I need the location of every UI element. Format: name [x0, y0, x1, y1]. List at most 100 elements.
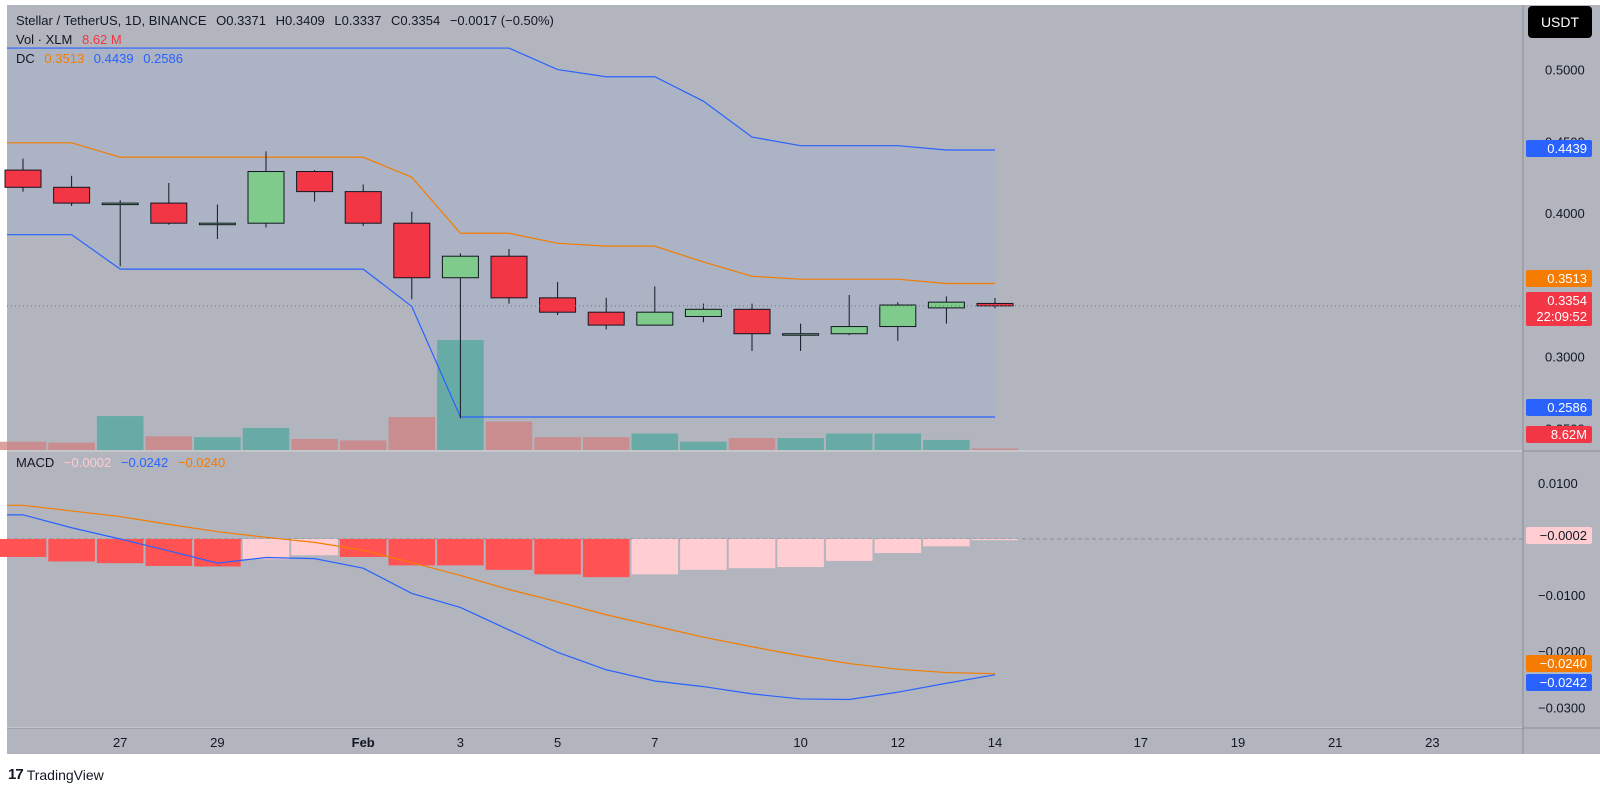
- last-price-badge: 0.3354 22:09:52: [1526, 292, 1592, 326]
- candle-body[interactable]: [198, 222, 236, 226]
- macd-histogram-bar: [582, 538, 630, 578]
- candle-body[interactable]: [4, 169, 42, 188]
- candle-body[interactable]: [733, 308, 771, 335]
- dc-legend-upper: 0.4439: [93, 51, 134, 66]
- price-axis-label: 0.5000: [1545, 63, 1585, 78]
- change-value: −0.0017 (−0.50%): [449, 13, 554, 28]
- dc-lower-badge: 0.2586: [1526, 399, 1592, 416]
- currency-button[interactable]: USDT: [1528, 6, 1592, 38]
- macd-legend-label: MACD: [16, 455, 55, 470]
- volume-legend-label: Vol · XLM: [16, 32, 73, 47]
- macd-histogram-bar: [145, 538, 193, 566]
- macd-histogram-bar: [437, 538, 484, 566]
- candle-body[interactable]: [490, 255, 528, 299]
- candle-body[interactable]: [150, 202, 188, 224]
- candle-body[interactable]: [247, 171, 285, 224]
- volume-legend-value: 8.62 M: [81, 32, 122, 47]
- volume-bar: [923, 439, 970, 450]
- macd-legend-hist: −0.0002: [63, 455, 112, 470]
- candle-body[interactable]: [296, 171, 334, 193]
- macd-histogram-bar: [971, 538, 1019, 541]
- macd-legend-signal: −0.0240: [177, 455, 226, 470]
- macd-legend-macd: −0.0242: [120, 455, 169, 470]
- dc-mid-badge: 0.3513: [1526, 270, 1592, 287]
- candle-body[interactable]: [441, 255, 479, 279]
- macd-axis-label: −0.0300: [1538, 700, 1585, 715]
- volume-bar: [825, 433, 873, 450]
- macd-histogram-bar: [48, 538, 95, 562]
- volume-bar: [485, 421, 533, 450]
- macd-signal-badge: −0.0240: [1526, 655, 1592, 672]
- candle-body[interactable]: [636, 311, 674, 326]
- macd-histogram-bar: [194, 538, 241, 567]
- dc-legend-mid: 0.3513: [44, 51, 85, 66]
- price-axis-label: 0.4000: [1545, 206, 1585, 221]
- macd-histogram-bar: [825, 538, 873, 561]
- candle-body[interactable]: [830, 326, 868, 335]
- macd-histogram-bar: [874, 538, 922, 554]
- volume-badge: 8.62M: [1526, 426, 1592, 443]
- macd-legend[interactable]: MACD −0.0002 −0.0242 −0.0240: [16, 455, 231, 470]
- macd-histogram-bar: [534, 538, 581, 575]
- macd-histogram-bar: [680, 538, 727, 570]
- low-value: L0.3337: [334, 13, 382, 28]
- macd-histogram-bar: [339, 538, 387, 557]
- symbol-title[interactable]: Stellar / TetherUS, 1D, BINANCE: [16, 13, 207, 28]
- macd-panel-background: [7, 452, 1523, 727]
- macd-histogram-bar: [0, 538, 47, 557]
- macd-axis-label: 0.0100: [1538, 476, 1578, 491]
- volume-bar: [680, 441, 727, 450]
- dc-legend-label: DC: [16, 51, 35, 66]
- candle-body[interactable]: [927, 301, 965, 309]
- candle-body[interactable]: [879, 304, 917, 328]
- macd-line: [7, 514, 996, 701]
- high-value: H0.3409: [275, 13, 325, 28]
- brand[interactable]: 17 TradingView: [8, 766, 104, 783]
- volume-bar: [339, 440, 387, 450]
- volume-bar: [388, 417, 436, 450]
- volume-bar: [48, 442, 95, 450]
- volume-bar: [291, 439, 338, 450]
- macd-histogram-bar: [388, 538, 436, 566]
- dc-middle-line: [7, 142, 995, 285]
- macd-histogram-bar: [291, 538, 338, 556]
- dc-legend[interactable]: DC 0.3513 0.4439 0.2586: [16, 51, 189, 66]
- volume-bar: [777, 438, 824, 450]
- macd-signal-line: [7, 504, 996, 675]
- time-axis-label: Feb: [352, 735, 375, 750]
- macd-histogram-bar: [631, 538, 679, 575]
- candle-body[interactable]: [539, 297, 577, 313]
- candle-body[interactable]: [587, 311, 625, 326]
- time-axis-label: 19: [1231, 735, 1245, 750]
- brand-name: TradingView: [26, 766, 104, 783]
- dc-legend-lower: 0.2586: [143, 51, 183, 66]
- candle-body[interactable]: [782, 333, 820, 336]
- volume-legend[interactable]: Vol · XLM 8.62 M: [16, 32, 128, 47]
- macd-histogram-bar: [728, 538, 776, 569]
- time-axis-label: 3: [457, 735, 464, 750]
- macd-hist-badge: −0.0002: [1526, 527, 1592, 544]
- volume-bar: [874, 433, 922, 450]
- time-axis-label: 17: [1134, 735, 1148, 750]
- volume-bar: [145, 436, 193, 450]
- time-axis-label: 14: [988, 735, 1002, 750]
- candle-body[interactable]: [344, 191, 382, 224]
- time-axis-label: 7: [651, 735, 658, 750]
- volume-bar: [534, 437, 581, 450]
- macd-histogram-bar: [923, 538, 970, 547]
- time-axis-label: 27: [113, 735, 127, 750]
- time-axis-label: 23: [1425, 735, 1439, 750]
- last-price-value: 0.3354: [1547, 293, 1587, 308]
- open-value: O0.3371: [216, 13, 266, 28]
- candle-body[interactable]: [393, 222, 431, 279]
- macd-histogram-bar: [777, 538, 824, 568]
- time-axis-label: 5: [554, 735, 561, 750]
- candle-body[interactable]: [101, 202, 139, 206]
- symbol-legend: Stellar / TetherUS, 1D, BINANCE O0.3371 …: [16, 13, 560, 28]
- volume-bar: [0, 441, 47, 450]
- candle-body[interactable]: [53, 186, 91, 204]
- time-axis-label: 10: [793, 735, 807, 750]
- candle-body[interactable]: [684, 308, 722, 317]
- macd-axis-label: −0.0100: [1538, 588, 1585, 603]
